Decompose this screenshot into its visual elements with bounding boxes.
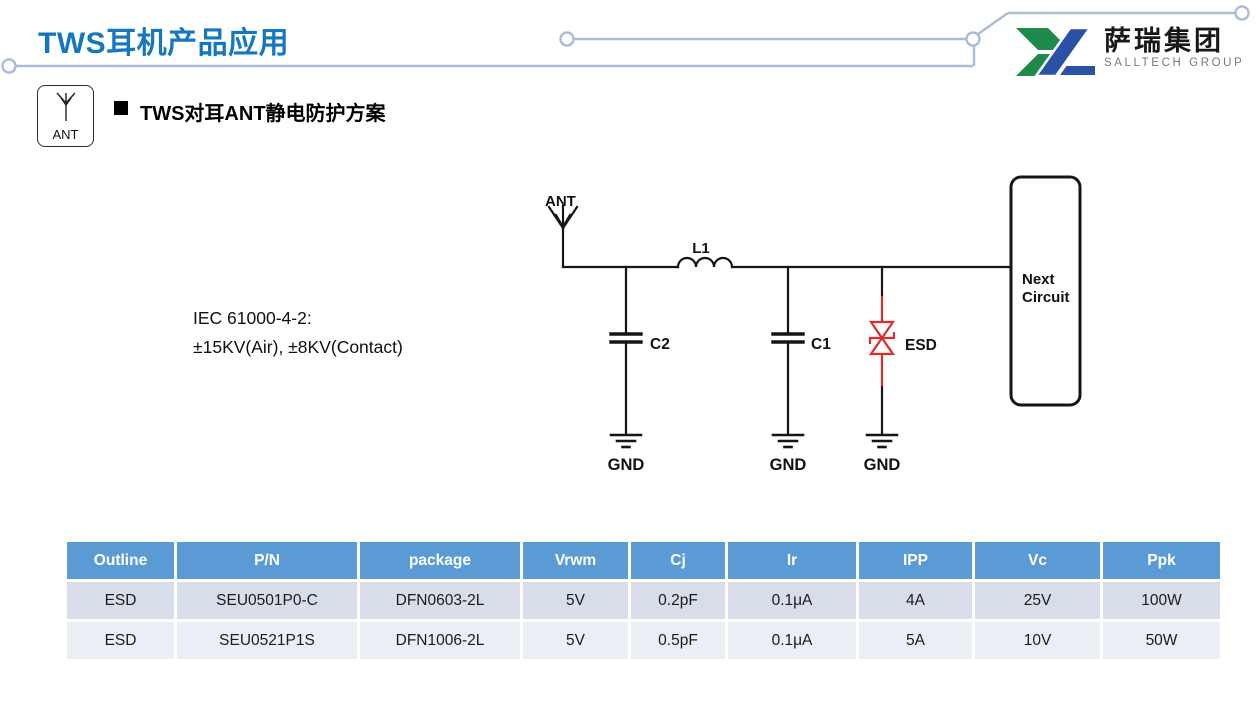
gnd-symbol	[609, 433, 899, 449]
table-cell: 10V	[972, 619, 1100, 659]
next-circuit-label-line1: Next	[1022, 271, 1055, 288]
table-cell: 0.5pF	[628, 619, 725, 659]
table-cell: 4A	[856, 579, 972, 619]
table-header-outline: Outline	[67, 542, 174, 579]
gnd-label: GND	[770, 456, 807, 474]
inductor-symbol	[676, 256, 734, 269]
gnd-label: GND	[608, 456, 645, 474]
logo-company-name-en: SALLTECH GROUP	[1104, 57, 1245, 69]
capacitor-symbol-c2	[609, 265, 643, 435]
table-cell: 0.2pF	[628, 579, 725, 619]
table-header-vrwm: Vrwm	[520, 542, 628, 579]
table-cell: ESD	[67, 619, 174, 659]
table-header-p-n: P/N	[174, 542, 357, 579]
esd-protection-schematic: ANT L1 C2 C1 ESD GND GND GND Next Circui…	[545, 175, 1082, 474]
ant-icon-box: ANT	[37, 85, 94, 147]
table-cell: SEU0521P1S	[174, 619, 357, 659]
section-bullet-icon	[114, 101, 128, 115]
table-row: ESD SEU0521P1S DFN1006-2L 5V 0.5pF 0.1μA 5A 10V…	[67, 619, 1220, 659]
iec-note-line1: IEC 61000-4-2:	[193, 308, 312, 328]
table-header-ir: Ir	[725, 542, 856, 579]
gnd-label: GND	[864, 456, 901, 474]
table-row: ESD SEU0501P0-C DFN0603-2L 5V 0.2pF 0.1μA 4A 25…	[67, 579, 1220, 619]
table-header-ppk: Ppk	[1100, 542, 1220, 579]
table-header-row: Outline P/N package Vrwm Cj Ir IPP Vc Ppk	[67, 542, 1220, 579]
cap1-label: C1	[811, 336, 831, 353]
table-cell: 50W	[1100, 619, 1220, 659]
iec-note-line2: ±15KV(Air), ±8KV(Contact)	[193, 337, 403, 357]
capacitor-symbol-c1	[771, 265, 805, 435]
table-cell: 0.1μA	[725, 579, 856, 619]
table-cell: 100W	[1100, 579, 1220, 619]
table-cell: SEU0501P0-C	[174, 579, 357, 619]
table-cell: DFN1006-2L	[357, 619, 520, 659]
antenna-icon	[55, 92, 76, 121]
table-cell: 25V	[972, 579, 1100, 619]
table-cell: 5V	[520, 619, 628, 659]
esd-spec-table: Outline P/N package Vrwm Cj Ir IPP Vc Ppk ESD SEU…	[67, 542, 1220, 659]
table-header-ipp: IPP	[856, 542, 972, 579]
table-cell: 0.1μA	[725, 619, 856, 659]
section-heading: TWS对耳ANT静电防护方案	[140, 103, 386, 125]
logo-company-name: 萨瑞集团	[1104, 26, 1224, 56]
table-cell: ESD	[67, 579, 174, 619]
circuit-trace-decoration	[1, 5, 1250, 74]
table-cell: DFN0603-2L	[357, 579, 520, 619]
table-cell: 5V	[520, 579, 628, 619]
table-header-cj: Cj	[628, 542, 725, 579]
logo-mark-icon	[1016, 26, 1097, 78]
ant-box-label: ANT	[52, 127, 79, 142]
esd-diode-symbol	[868, 296, 896, 386]
spec-table: Outline P/N package Vrwm Cj Ir IPP Vc Ppk ESD SEU…	[67, 542, 1220, 659]
antenna-symbol	[547, 204, 579, 269]
table-header-vc: Vc	[972, 542, 1100, 579]
inductor-label: L1	[692, 240, 710, 257]
company-logo: 萨瑞集团 SALLTECH GROUP	[1014, 26, 1244, 78]
next-circuit-box	[1009, 175, 1082, 407]
page-title: TWS耳机产品应用	[38, 27, 290, 60]
cap2-label: C2	[650, 336, 670, 353]
esd-label: ESD	[905, 337, 937, 354]
next-circuit-label-line2: Circuit	[1022, 289, 1070, 306]
iec-note: IEC 61000-4-2: ±15KV(Air), ±8KV(Contact)	[193, 304, 403, 362]
ant-label: ANT	[545, 193, 576, 210]
table-header-package: package	[357, 542, 520, 579]
table-cell: 5A	[856, 619, 972, 659]
